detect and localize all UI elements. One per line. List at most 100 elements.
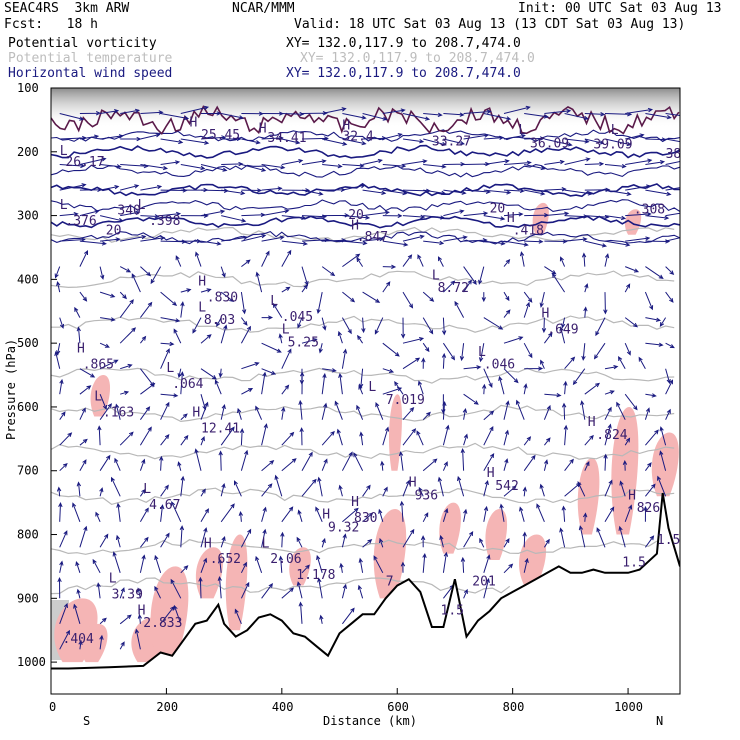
wind-vector	[442, 551, 449, 573]
wind-vector	[418, 486, 424, 497]
wind-vector	[442, 400, 447, 420]
wind-vector	[59, 411, 66, 420]
wind-vector	[382, 163, 407, 169]
wind-speed-contour	[51, 199, 680, 212]
wind-vector	[180, 105, 210, 114]
wind-vector	[665, 187, 680, 191]
contour-label: 936	[415, 488, 438, 503]
wind-vector	[99, 533, 109, 548]
wind-vector	[645, 113, 672, 120]
wind-vector	[54, 266, 61, 279]
contour-label: L	[262, 536, 270, 551]
wind-vector	[382, 264, 397, 270]
wind-vector	[503, 160, 532, 165]
wind-vector	[423, 189, 447, 196]
wind-vector	[638, 356, 646, 369]
field-wind-xy: XY= 132.0,117.9 to 208.7,474.0	[286, 66, 521, 81]
wind-vector	[338, 372, 343, 395]
wind-vector	[160, 433, 170, 446]
wind-vector	[544, 392, 562, 398]
theta-contour	[51, 367, 675, 384]
wind-vector	[120, 136, 142, 142]
wind-vector	[524, 164, 546, 171]
wind-vector	[544, 266, 557, 275]
wind-vector	[442, 508, 449, 522]
contour-label: H	[192, 406, 200, 421]
wind-vector	[97, 425, 102, 446]
wind-vector	[423, 112, 443, 117]
wind-vector	[420, 535, 426, 548]
wind-vector	[362, 158, 383, 165]
wind-vector	[618, 356, 626, 369]
wind-vector	[59, 432, 73, 446]
wind-vector	[483, 215, 506, 221]
wind-vector	[402, 337, 425, 344]
wind-vector	[503, 458, 509, 471]
wind-vector	[59, 163, 86, 169]
x-tick-label: 400	[272, 700, 294, 714]
theta-contour	[51, 577, 511, 595]
wind-vector	[221, 235, 249, 242]
wind-vector	[301, 159, 327, 165]
wind-vector	[378, 508, 384, 522]
wind-vector	[382, 133, 403, 140]
pv-area	[373, 509, 407, 599]
wind-vector	[604, 189, 632, 196]
wind-vector	[194, 448, 202, 471]
wind-vector	[160, 348, 170, 369]
field-pv-xy: XY= 132.0,117.9 to 208.7,474.0	[286, 36, 521, 51]
pv-area	[150, 566, 189, 663]
wind-vector	[192, 317, 202, 334]
contour-label: 7	[386, 575, 394, 590]
wind-vector	[281, 138, 301, 145]
wind-vector	[239, 427, 245, 446]
wind-vector	[200, 436, 205, 446]
pv-area	[577, 457, 600, 535]
wind-vector	[581, 252, 587, 267]
wind-vector	[99, 342, 110, 348]
wind-vector	[398, 451, 404, 471]
contour-label: .824	[596, 428, 627, 443]
pv-area	[532, 202, 549, 235]
wind-vector	[119, 614, 132, 625]
wind-vector	[603, 292, 608, 315]
wind-vector	[177, 461, 182, 471]
wind-vector	[76, 326, 81, 344]
wind-vector	[72, 502, 81, 522]
contour-label: L	[432, 268, 440, 283]
wind-vector	[463, 588, 468, 599]
wind-vector	[160, 317, 181, 323]
wind-vector	[261, 342, 282, 353]
wind-vector	[523, 383, 528, 395]
wind-vector	[478, 266, 485, 285]
wind-vector	[321, 266, 336, 277]
wind-vector	[584, 283, 589, 293]
wind-vector	[624, 504, 633, 522]
wind-vector	[160, 393, 179, 398]
wind-vector	[56, 343, 61, 356]
wind-vector	[281, 406, 286, 420]
contour-label: 39.09	[593, 138, 632, 153]
wind-vector	[301, 266, 309, 287]
contour-label: H	[138, 603, 146, 618]
wind-vector	[241, 138, 261, 145]
wind-vector	[139, 426, 152, 446]
wind-vector	[76, 588, 81, 599]
wind-vector	[59, 560, 64, 573]
wind-vector	[112, 551, 121, 573]
contour-label: L	[60, 198, 68, 213]
wind-speed-contour	[51, 215, 680, 229]
wind-vector	[402, 291, 414, 309]
wind-vector	[382, 281, 391, 293]
wind-vector	[483, 505, 489, 522]
wind-vector	[220, 324, 228, 344]
init-time: Init: 00 UTC Sat 03 Aug 13	[518, 1, 722, 16]
wind-vector	[272, 302, 283, 318]
wind-vector	[577, 481, 586, 497]
wind-vector	[316, 554, 323, 573]
wind-vector	[317, 577, 323, 599]
wind-vector	[503, 133, 526, 140]
wind-vector	[483, 240, 506, 246]
wind-vector	[322, 163, 343, 169]
wind-vector	[120, 184, 140, 191]
